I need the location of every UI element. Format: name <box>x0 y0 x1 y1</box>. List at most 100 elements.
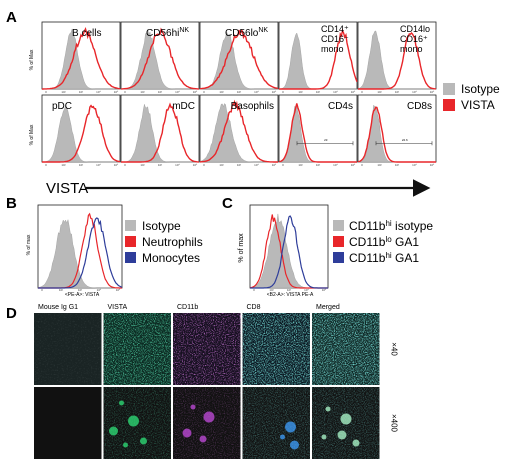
histogram-mdc: mDC 0 10² 10³ 10⁴ 10⁵ <box>120 94 200 167</box>
histogram-pdc-tick-2: 10³ <box>79 163 83 167</box>
monocytes-histogram <box>38 217 123 289</box>
micro-signal-spot <box>285 421 296 433</box>
micro-signal-spot <box>352 439 360 447</box>
micro-signal-spot <box>337 430 347 440</box>
panel-d-microscopy: Mouse Ig G1 VISTA CD11b CD8 Merged ×40 ×400 <box>34 304 399 459</box>
legend-swatch-isotype <box>443 83 455 95</box>
histogram-title: pDC <box>52 101 72 112</box>
histogram-cd56hi-tick-1: 10² <box>140 90 144 94</box>
vista-histogram <box>42 104 121 163</box>
legend-label-isotype: Isotype <box>461 82 500 96</box>
histogram-title: Basophils <box>231 101 274 112</box>
vista-histogram <box>278 103 357 163</box>
micro-col-label-0: Mouse Ig G1 <box>38 304 78 311</box>
histogram-title: CD8s <box>407 101 432 112</box>
histogram-mdc-tick-0: 0 <box>124 163 126 167</box>
micro-col-label-1: VISTA <box>108 304 128 311</box>
histogram-cd56hi-tick-3: 10⁴ <box>175 90 180 94</box>
histogram-cd14mono-tick-2: 10³ <box>316 90 320 94</box>
histogram-title: mDC <box>172 101 195 112</box>
panel-c-tick-0: 0 <box>253 288 255 292</box>
histogram-cd56lo-tick-0: 0 <box>203 90 205 94</box>
vista-histogram <box>121 27 199 90</box>
histogram-cd8s: 22.6 CD8s 0 10² 10³ 10⁴ 10⁵ <box>357 94 437 167</box>
isotype-histogram <box>357 30 436 90</box>
histogram-mdc-tick-2: 10³ <box>158 163 162 167</box>
micro-row-label-0: ×40 <box>390 342 399 356</box>
histogram-cd56hi-tick-4: 10⁵ <box>193 90 198 94</box>
legend-swatch-b-monocytes <box>125 252 136 263</box>
histogram-title: mono <box>321 44 344 54</box>
histogram-title: CD14⁺ <box>321 24 349 34</box>
panel-b-tick-0: 0 <box>41 288 43 292</box>
histogram-cd8s-tick-1: 10² <box>377 163 381 167</box>
histogram-title: CD14lo <box>400 24 430 34</box>
vista-histogram <box>358 31 437 90</box>
micro-signal-spot <box>140 437 147 445</box>
histogram-cd8s-tick-4: 10⁵ <box>430 163 435 167</box>
legend-label-b-neutrophils: Neutrophils <box>142 235 203 249</box>
panel-a-xlabel: VISTA <box>46 180 88 197</box>
legend-swatch-b-neutrophils <box>125 236 136 247</box>
histogram-cd56lo-tick-2: 10³ <box>237 90 241 94</box>
histogram-baso-tick-2: 10³ <box>237 163 241 167</box>
gate-value: 23 <box>324 138 328 142</box>
histogram-cd56lo-tick-3: 10⁴ <box>254 90 259 94</box>
panel-b-xlabel: <PE-A>: VISTA <box>65 292 100 298</box>
histogram-cd14lo-tick-1: 10² <box>377 90 381 94</box>
histogram-mdc-tick-1: 10² <box>140 163 144 167</box>
legend-swatch-b-isotype <box>125 220 136 231</box>
legend-swatch-c-1 <box>333 220 344 231</box>
histogram-cd8s-tick-2: 10³ <box>395 163 399 167</box>
histogram-cd14lo-tick-2: 10³ <box>395 90 399 94</box>
legend-swatch-vista <box>443 99 455 111</box>
histogram-title: B cells <box>72 28 101 39</box>
histogram-title: CD56loNK <box>225 27 268 39</box>
legend-label-vista: VISTA <box>461 98 495 112</box>
histogram-baso-tick-1: 10² <box>219 163 223 167</box>
vista-histogram <box>42 26 121 90</box>
panel-c-tick-4: 10⁵ <box>322 288 327 292</box>
histogram-title: CD56hiNK <box>146 27 189 39</box>
histogram-cd56lo-tick-4: 10⁵ <box>272 90 277 94</box>
legend-label-b-monocytes: Monocytes <box>142 251 200 265</box>
panel-b-legend: Isotype Neutrophils Monocytes <box>125 219 203 265</box>
histogram-bcells: B cells 0 10² 10³ 10⁴ 10⁵ <box>41 21 121 94</box>
histogram-baso-tick-0: 0 <box>203 163 205 167</box>
vista-histogram <box>121 102 199 163</box>
histogram-cd4s: 23 CD4s 0 10² 10³ 10⁴ 10⁵ <box>278 94 358 167</box>
micro-signal-spot <box>325 406 331 412</box>
micro-signal-spot <box>199 435 207 443</box>
vista-histogram <box>199 29 279 90</box>
histogram-cd56hi-tick-2: 10³ <box>158 90 162 94</box>
histogram-bcells-tick-0: 0 <box>45 90 47 94</box>
legend-label-c-2: CD11blo GA1 <box>349 235 419 249</box>
panel-c-tick-1: 10² <box>269 288 273 292</box>
panel-c-legend: CD11bhi isotype CD11blo GA1 CD11bhi GA1 <box>333 219 433 265</box>
panel-a-histograms: B cells 0 10² 10³ 10⁴ 10⁵ CD56hiNK 0 10² 10³ 10⁴ 10… <box>41 21 437 167</box>
cd11bhi-histogram <box>250 215 328 289</box>
histogram-mdc-tick-4: 10⁵ <box>193 163 198 167</box>
histogram-bcells-tick-2: 10³ <box>79 90 83 94</box>
histogram-cd8s-tick-3: 10⁴ <box>412 163 417 167</box>
histogram-cd56hi-tick-0: 0 <box>124 90 126 94</box>
histogram-pdc-tick-1: 10² <box>61 163 65 167</box>
vista-histogram <box>357 106 436 163</box>
histogram-cd14mono-tick-4: 10⁵ <box>351 90 356 94</box>
micro-row-label-1: ×400 <box>390 414 399 433</box>
panel-b-tick-1: 10² <box>59 288 63 292</box>
panel-c-xlabel: <B2-A>: VISTA PE-A <box>267 292 314 298</box>
histogram-bcells-tick-1: 10² <box>61 90 65 94</box>
histogram-bcells-tick-4: 10⁵ <box>114 90 119 94</box>
panel-label-b: B <box>6 195 17 212</box>
micro-signal-spot <box>182 428 192 438</box>
histogram-pdc-tick-0: 0 <box>45 163 47 167</box>
vista-histogram <box>199 99 278 163</box>
histogram-bcells-tick-3: 10⁴ <box>96 90 101 94</box>
micro-cell-1-0 <box>34 387 102 459</box>
legend-label-c-1: CD11bhi isotype <box>349 219 433 233</box>
gate-value: 22.6 <box>402 138 408 142</box>
histogram-title: CD4s <box>328 101 353 112</box>
histogram-cd14mono: CD14⁺CD16⁻mono 0 10² 10³ 10⁴ 10⁵ <box>278 21 358 94</box>
